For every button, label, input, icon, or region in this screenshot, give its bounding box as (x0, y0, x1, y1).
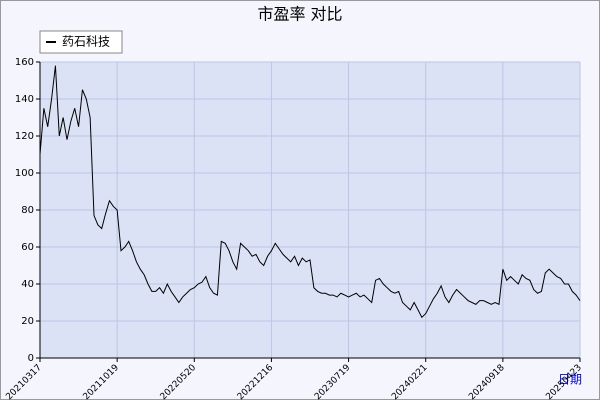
y-tick-label: 140 (15, 94, 34, 105)
legend-box (39, 30, 123, 54)
chart-title: 市盈率 对比 (257, 5, 342, 24)
legend-label: 药石科技 (62, 35, 110, 49)
y-tick-label: 80 (21, 205, 34, 216)
x-axis-label: 日期 (558, 373, 582, 387)
y-tick-label: 40 (21, 279, 34, 290)
legend: 药石科技 (39, 30, 123, 54)
y-tick-label: 60 (21, 242, 34, 253)
y-tick-label: 120 (15, 131, 34, 142)
y-tick-label: 100 (15, 168, 34, 179)
y-tick-label: 160 (15, 57, 34, 68)
y-tick-label: 0 (28, 353, 34, 364)
line (39, 65, 581, 319)
y-tick-label: 20 (21, 316, 34, 327)
